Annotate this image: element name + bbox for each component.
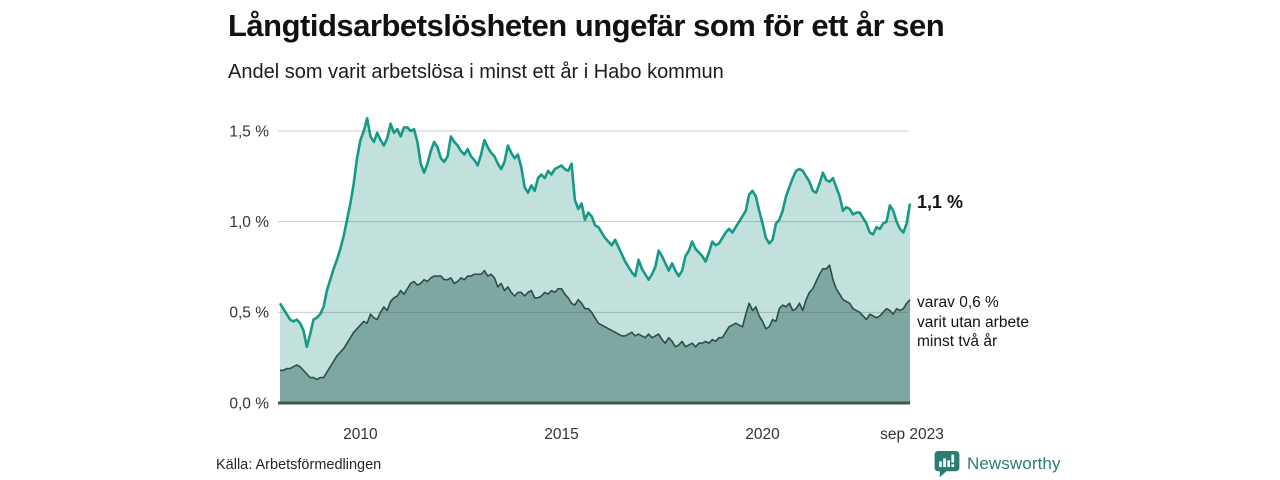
x-axis-tick-label: 2015 xyxy=(544,426,578,443)
annotation-two-year-line3: minst två år xyxy=(917,333,998,350)
newsworthy-wordmark: Newsworthy xyxy=(967,454,1061,473)
annotation-two-year-line2: varit utan arbete xyxy=(917,313,1030,331)
page-title: Långtidsarbetslösheten ungefär som för e… xyxy=(228,8,945,43)
area-line-two-year xyxy=(280,264,911,381)
y-axis-tick-label: 1,5 % xyxy=(229,123,269,140)
area-line-one-year xyxy=(278,117,912,349)
y-axis-tick-label: 0,5 % xyxy=(229,305,269,322)
newsworthy-icon xyxy=(934,451,960,478)
x-axis-tick-label: 2010 xyxy=(343,426,378,443)
area-fill-two-year xyxy=(280,265,910,403)
y-axis-tick-label: 0,0 % xyxy=(229,395,269,412)
x-axis-tick-label: 2020 xyxy=(745,426,780,443)
annotation-latest-total: 1,1 % xyxy=(917,192,964,212)
newsworthy-logo: Newsworthy xyxy=(933,450,1061,478)
y-axis-tick-label: 1,0 % xyxy=(229,214,269,231)
source-note: Källa: Arbetsförmedlingen xyxy=(216,457,382,473)
x-axis-tick-label: sep 2023 xyxy=(880,426,944,443)
annotation-two-year: varav 0,6 % varit utan arbete minst två … xyxy=(917,293,1029,352)
chart-subtitle: Andel som varit arbetslösa i minst ett å… xyxy=(228,61,724,83)
annotation-two-year-line1: varav 0,6 % xyxy=(917,294,999,311)
